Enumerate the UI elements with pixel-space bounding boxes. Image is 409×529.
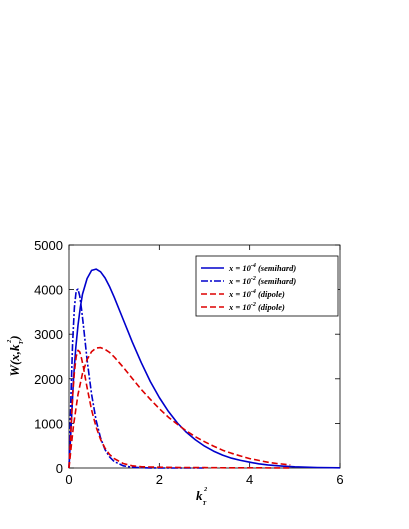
x-tick-label: 4 (246, 472, 253, 487)
y-tick-label: 4000 (34, 283, 63, 298)
y-tick-label: 5000 (34, 238, 63, 253)
y-tick-label: 1000 (34, 416, 63, 431)
x-tick-label: 2 (156, 472, 163, 487)
series-line-1 (68, 268, 341, 469)
y-tick-label: 3000 (34, 327, 63, 342)
legend-label-3: x = 10-4 (dipole) (228, 289, 285, 299)
series-line-2 (68, 288, 205, 469)
series-line-4 (68, 349, 291, 469)
legend-box (195, 255, 339, 317)
legend-label-4: x = 10-2 (dipole) (228, 302, 285, 312)
y-tick-label: 2000 (34, 372, 63, 387)
x-tick-label: 0 (65, 472, 72, 487)
svg-text:W(x,kT2): W(x,kT2) (7, 335, 25, 376)
legend: x = 10-4 (semihard) x = 10-2 (semihard) x … (195, 255, 339, 317)
x-axis-label: kT2 (196, 487, 207, 507)
y-axis-label: W(x,kT2) (7, 335, 25, 376)
series-line-3 (68, 346, 291, 469)
axis-ticks: 0 2 4 6 0 1000 2000 3000 4000 5000 (34, 238, 344, 487)
x-tick-label: 6 (336, 472, 343, 487)
legend-label-1: x = 10-4 (semihard) (228, 263, 296, 273)
svg-text:kT2: kT2 (196, 487, 207, 507)
legend-label-2: x = 10-2 (semihard) (228, 276, 296, 286)
y-tick-label: 0 (56, 461, 63, 476)
series-layer (68, 268, 341, 469)
